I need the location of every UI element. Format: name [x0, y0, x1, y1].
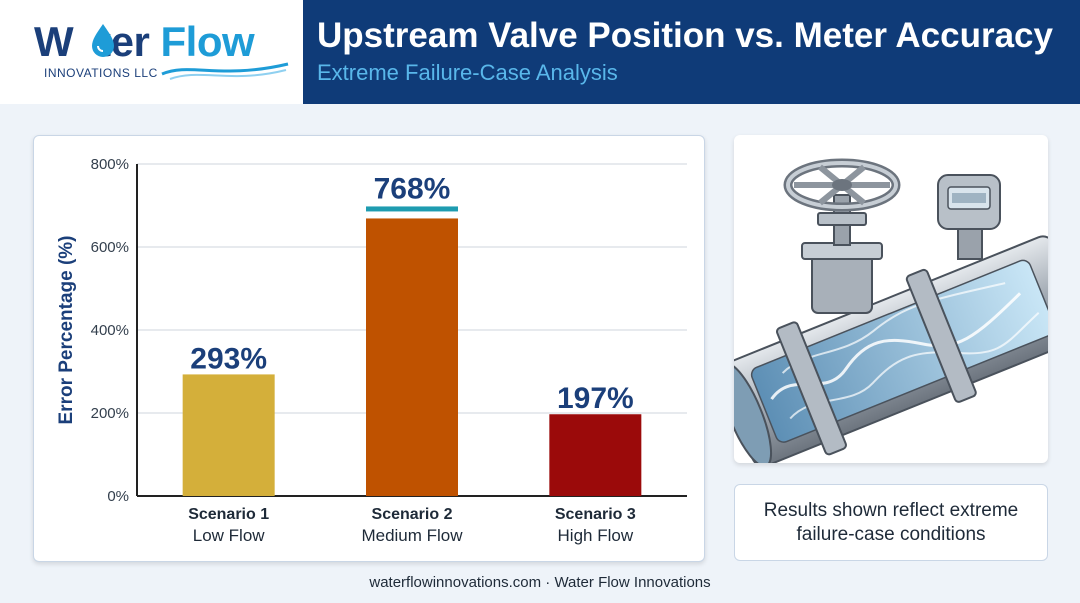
logo-letter-w: W [34, 18, 74, 65]
bar-chart: 0% 200% 400% 600% 800% Error Percentage (%) 29… [56, 156, 687, 545]
wave-icon [161, 62, 289, 80]
chart-card: 0% 200% 400% 600% 800% Error Percentage (%) 29… [33, 135, 705, 562]
bar-2 [366, 218, 458, 496]
y-tick-label: 200% [91, 405, 129, 422]
header-bar: Upstream Valve Position vs. Meter Accura… [303, 0, 1080, 104]
highlight-bar-cap [366, 206, 458, 212]
page-subtitle: Extreme Failure-Case Analysis [317, 60, 618, 85]
y-tick-label: 600% [91, 239, 129, 256]
valve-pipe-meter-illustration [734, 158, 1048, 463]
footer-text: waterflowinnovations.com · Water Flow In… [369, 574, 711, 591]
x-tick-label: Scenario 3 [555, 506, 636, 523]
y-tick-label: 800% [91, 156, 129, 173]
y-axis-label: Error Percentage (%) [56, 235, 77, 424]
x-tick-label: Scenario 1 [188, 506, 269, 523]
y-tick-label: 400% [91, 322, 129, 339]
data-label: 768% [374, 172, 451, 205]
bar-3 [549, 414, 642, 496]
note-card: Results shown reflect extreme failure-ca… [734, 484, 1048, 561]
bar-1 [182, 374, 275, 496]
x-tick-sublabel: Low Flow [193, 526, 266, 545]
y-tick-label: 0% [107, 488, 129, 505]
logo-subtitle: INNOVATIONS LLC [44, 66, 158, 80]
logo-word-flow: Flow [160, 18, 255, 65]
data-label: 293% [190, 342, 267, 375]
x-tick-sublabel: Medium Flow [361, 526, 463, 545]
page-title: Upstream Valve Position vs. Meter Accura… [317, 16, 1053, 55]
note-text: Results shown reflect extreme failure-ca… [763, 499, 1019, 545]
illustration-card [734, 135, 1048, 463]
water-drop-icon [92, 24, 114, 57]
data-label: 197% [557, 382, 634, 415]
x-tick-sublabel: High Flow [558, 526, 634, 545]
x-tick-label: Scenario 2 [372, 506, 453, 523]
